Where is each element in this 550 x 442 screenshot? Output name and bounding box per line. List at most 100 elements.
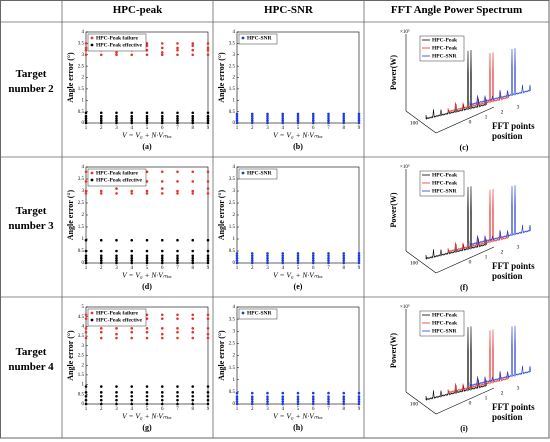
legend-label: HPC-Peak bbox=[432, 37, 458, 43]
x-tick-label: 6 bbox=[312, 126, 315, 131]
data-point bbox=[84, 330, 88, 334]
data-point bbox=[84, 261, 88, 265]
data-point bbox=[115, 259, 118, 262]
data-point bbox=[235, 395, 239, 399]
data-point bbox=[191, 119, 195, 123]
x-axis-label: FFT points position bbox=[492, 261, 535, 281]
data-point bbox=[296, 256, 300, 260]
data-point bbox=[206, 48, 210, 52]
data-point bbox=[206, 192, 210, 195]
data-point bbox=[115, 261, 118, 265]
x-tick-label: 7 bbox=[176, 407, 179, 412]
data-point bbox=[206, 111, 210, 115]
y-tick-label: 3.5 bbox=[78, 177, 85, 182]
data-point bbox=[235, 259, 239, 262]
data-point bbox=[99, 256, 103, 260]
data-point bbox=[84, 117, 88, 120]
data-point bbox=[160, 46, 164, 50]
data-point bbox=[130, 330, 134, 334]
data-point bbox=[145, 385, 149, 388]
data-point bbox=[296, 117, 300, 120]
x-tick-label: 2 bbox=[251, 266, 254, 271]
data-point bbox=[130, 189, 134, 193]
y-tick-label: 2.5 bbox=[229, 64, 236, 69]
data-point bbox=[250, 112, 254, 116]
data-point bbox=[281, 397, 285, 401]
data-point bbox=[327, 261, 330, 265]
legend-label: HPC-SNR bbox=[432, 53, 457, 59]
data-point bbox=[191, 117, 195, 120]
y-tick-label: 1.5 bbox=[229, 366, 236, 371]
data-point bbox=[160, 394, 164, 398]
axis-tick-label: 2 bbox=[501, 390, 504, 396]
data-point bbox=[191, 111, 195, 115]
depth-axis bbox=[405, 391, 437, 415]
data-point bbox=[176, 249, 179, 253]
data-point bbox=[160, 327, 164, 330]
data-point bbox=[84, 398, 88, 402]
data-point bbox=[84, 180, 88, 183]
axis-tick-label: 3 bbox=[517, 104, 520, 110]
data-point bbox=[115, 238, 118, 242]
y-tick-label: 3.5 bbox=[229, 177, 236, 182]
data-point bbox=[84, 249, 88, 253]
data-point bbox=[115, 121, 118, 125]
x-tick-label: 9 bbox=[358, 126, 361, 131]
data-point bbox=[250, 121, 254, 125]
data-point bbox=[176, 317, 179, 320]
data-point bbox=[176, 192, 179, 195]
data-point bbox=[296, 397, 300, 401]
x-tick-label: 9 bbox=[358, 407, 361, 412]
data-point bbox=[235, 119, 239, 123]
data-point bbox=[327, 119, 330, 123]
data-point bbox=[176, 330, 179, 334]
legend-marker bbox=[241, 171, 245, 175]
spectrum-sketch bbox=[425, 326, 487, 401]
data-point bbox=[235, 391, 239, 395]
legend-box bbox=[238, 168, 278, 180]
data-point bbox=[311, 252, 315, 255]
x-tick-label: 9 bbox=[358, 266, 361, 271]
data-point bbox=[191, 330, 195, 334]
data-point bbox=[342, 395, 346, 399]
y-tick-label: 2.5 bbox=[229, 201, 236, 206]
data-point bbox=[176, 259, 179, 262]
data-point bbox=[160, 42, 164, 45]
data-point bbox=[296, 259, 300, 262]
y-tick-label: 2 bbox=[82, 363, 85, 368]
x-axis-label: V = V₀ + N·Vₘₐₓ bbox=[273, 271, 323, 280]
data-point bbox=[281, 119, 285, 123]
y-tick-label: 2.5 bbox=[78, 64, 85, 69]
axis-tick-label: 0 bbox=[469, 259, 472, 265]
data-point bbox=[99, 259, 103, 262]
data-point bbox=[130, 391, 134, 394]
data-point bbox=[266, 391, 269, 395]
data-point bbox=[327, 112, 330, 116]
y-tick-label: 0 bbox=[233, 402, 236, 407]
data-point bbox=[191, 313, 195, 317]
x-tick-label: 1 bbox=[236, 126, 239, 131]
x-tick-label: 5 bbox=[146, 126, 149, 131]
data-point bbox=[84, 394, 88, 398]
position-axis bbox=[435, 106, 495, 134]
legend-label: HPC-SNR bbox=[247, 35, 272, 41]
data-point bbox=[115, 192, 118, 195]
legend-marker bbox=[90, 43, 94, 47]
row-label: Target number 3 bbox=[8, 205, 54, 232]
data-point bbox=[115, 336, 118, 340]
data-point bbox=[160, 114, 164, 118]
data-point bbox=[296, 402, 300, 406]
data-point bbox=[296, 254, 300, 258]
data-point bbox=[145, 317, 149, 320]
data-point bbox=[235, 252, 239, 255]
data-point bbox=[250, 252, 254, 255]
data-point bbox=[99, 385, 103, 388]
data-point bbox=[115, 332, 118, 336]
data-point bbox=[311, 391, 315, 395]
data-point bbox=[176, 121, 179, 125]
data-point bbox=[176, 189, 179, 193]
y-tick-label: 2.5 bbox=[78, 354, 85, 359]
legend-label: HPC-Peak failure bbox=[96, 310, 138, 316]
data-point bbox=[250, 402, 254, 406]
data-point bbox=[266, 117, 269, 120]
